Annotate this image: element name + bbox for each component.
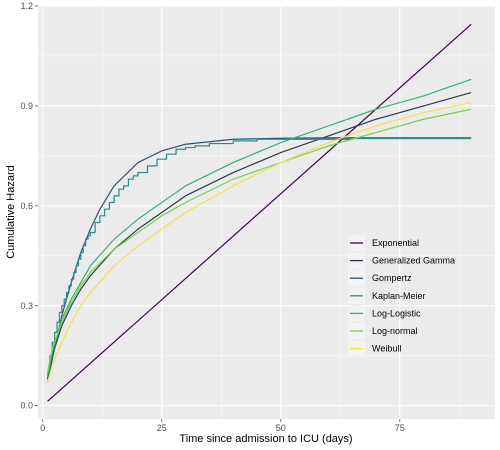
grid-minor — [38, 6, 495, 419]
series-line-weibull — [46, 102, 472, 383]
y-axis-ticks: 0.0 0.3 0.6 0.9 1.2 — [20, 1, 38, 411]
series-line-generalized-gamma — [46, 92, 472, 380]
panel-background — [38, 6, 495, 419]
x-tick-label: 50 — [276, 423, 286, 433]
legend-label-exponential: Exponential — [372, 238, 419, 248]
y-tick-label: 1.2 — [20, 1, 33, 11]
x-axis-ticks: 0 25 50 75 — [40, 419, 405, 433]
legend-label-log-normal: Log-normal — [372, 326, 418, 336]
series-line-exponential — [47, 23, 472, 402]
legend-label-weibull: Weibull — [372, 344, 401, 354]
x-tick-label: 75 — [395, 423, 405, 433]
x-tick-label: 0 — [40, 423, 45, 433]
series-line-log-normal — [46, 108, 472, 373]
legend-label-generalized-gamma: Generalized Gamma — [372, 256, 455, 266]
grid-major — [38, 5, 495, 419]
y-axis-title: Cumulative Hazard — [5, 165, 17, 259]
y-tick-label: 0.0 — [20, 401, 33, 411]
x-tick-label: 25 — [157, 423, 167, 433]
legend-label-gompertz: Gompertz — [372, 273, 412, 283]
y-tick-label: 0.6 — [20, 201, 33, 211]
legend-label-log-logistic: Log-Logistic — [372, 308, 421, 318]
series-line-log-logistic — [46, 78, 472, 376]
y-tick-label: 0.9 — [20, 101, 33, 111]
series-line-gompertz — [46, 137, 472, 383]
series-layer — [46, 23, 472, 402]
legend: Exponential Generalized Gamma Gompertz Kapl… — [348, 235, 455, 357]
x-axis-title: Time since admission to ICU (days) — [179, 433, 352, 445]
legend-label-kaplan-meier: Kaplan-Meier — [372, 291, 426, 301]
y-tick-label: 0.3 — [20, 301, 33, 311]
series-line-kaplan-meier — [47, 137, 472, 373]
